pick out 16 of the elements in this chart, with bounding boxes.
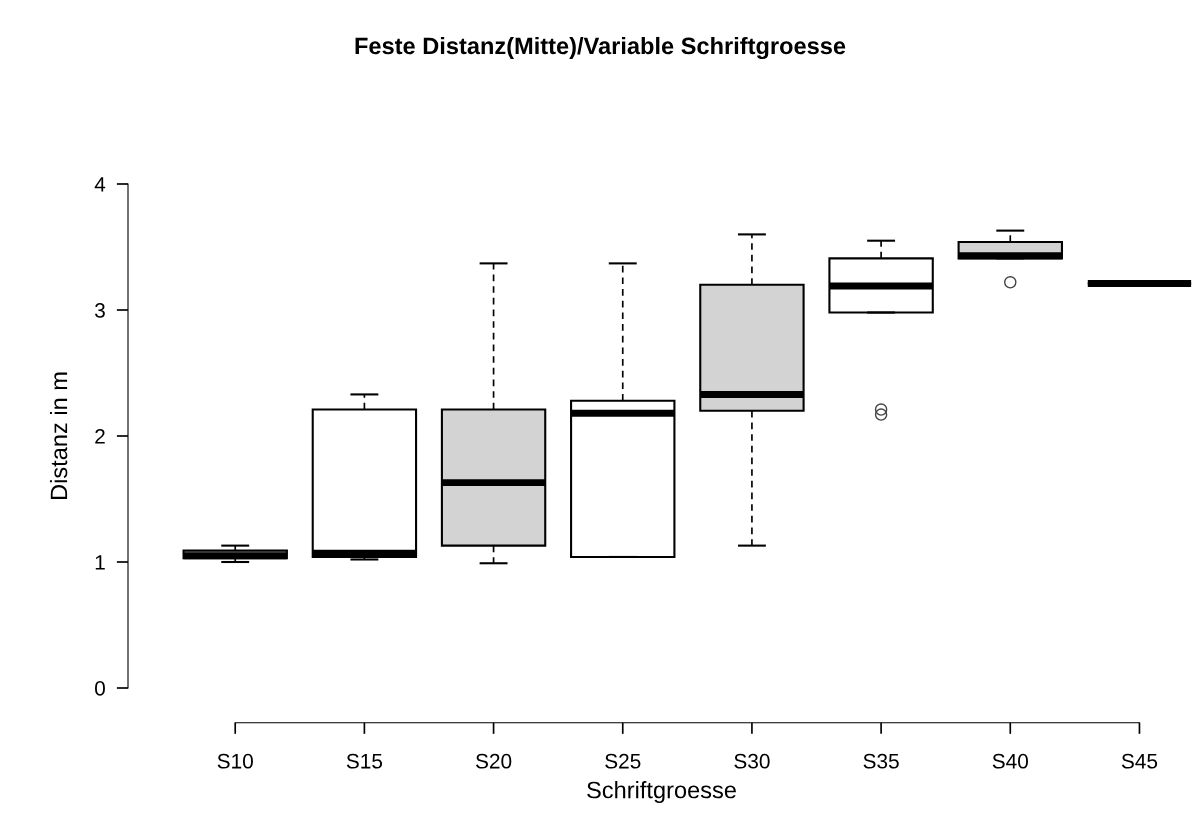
x-tick-label: S25 bbox=[605, 753, 641, 769]
x-tick-label: S10 bbox=[217, 753, 253, 769]
y-tick-label: 3 bbox=[94, 303, 105, 318]
y-tick-label: 2 bbox=[95, 429, 105, 444]
x-tick-label: S15 bbox=[346, 753, 383, 769]
y-tick-label: 1 bbox=[95, 555, 105, 570]
x-tick-label: S45 bbox=[1121, 753, 1158, 769]
x-axis-title: Schriftgroesse bbox=[587, 781, 736, 804]
x-tick-label: S35 bbox=[863, 753, 899, 769]
y-tick-label: 0 bbox=[95, 681, 105, 696]
x-tick-label: S30 bbox=[734, 753, 770, 769]
x-tick-label: S20 bbox=[475, 753, 512, 769]
y-axis-title: Distanz in m bbox=[49, 372, 68, 500]
x-tick-label: S40 bbox=[992, 753, 1028, 769]
chart-title: Feste Distanz(Mitte)/Variable Schriftgroesse bbox=[355, 36, 846, 60]
y-tick-label: 4 bbox=[94, 177, 106, 192]
